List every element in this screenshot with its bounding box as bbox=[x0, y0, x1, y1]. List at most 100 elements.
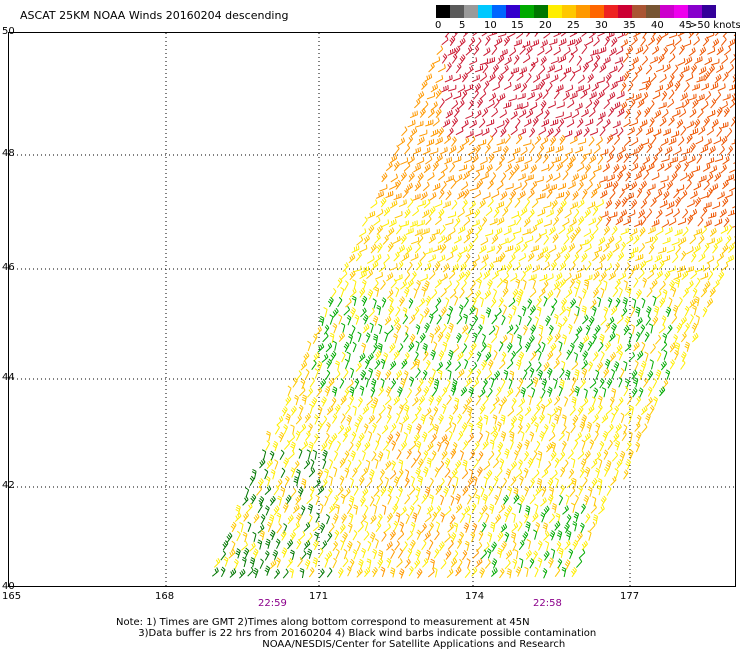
wind-barb bbox=[422, 147, 431, 155]
wind-barb bbox=[553, 89, 560, 100]
wind-barb bbox=[398, 486, 403, 498]
wind-barb bbox=[463, 216, 471, 227]
wind-barb bbox=[518, 109, 527, 118]
wind-barb bbox=[462, 137, 470, 147]
wind-barb bbox=[616, 458, 623, 469]
wind-barb bbox=[704, 91, 712, 101]
wind-barb bbox=[687, 171, 694, 182]
wind-barb bbox=[513, 54, 520, 65]
wind-barb bbox=[407, 548, 413, 559]
wind-barb bbox=[453, 155, 462, 163]
wind-barb bbox=[593, 430, 599, 442]
wind-barb bbox=[280, 486, 286, 498]
wind-barb bbox=[481, 504, 488, 515]
wind-barb bbox=[510, 531, 517, 542]
wind-barb bbox=[463, 297, 469, 308]
wind-barb bbox=[550, 342, 557, 353]
wind-barb bbox=[412, 396, 419, 407]
wind-barb bbox=[665, 146, 673, 155]
wind-barb bbox=[289, 567, 294, 579]
wind-barb bbox=[477, 512, 483, 523]
wind-barb bbox=[565, 369, 571, 381]
wind-barb bbox=[587, 530, 592, 541]
wind-barb bbox=[445, 422, 452, 433]
wind-barb bbox=[669, 359, 675, 370]
wind-barb bbox=[307, 387, 314, 398]
wind-barb bbox=[320, 378, 327, 389]
wind-barb bbox=[338, 314, 343, 325]
wind-barb bbox=[416, 529, 422, 540]
wind-barb bbox=[390, 548, 395, 559]
wind-barb bbox=[431, 511, 438, 522]
wind-barb bbox=[507, 154, 516, 164]
wind-barb bbox=[348, 441, 354, 452]
wind-barb bbox=[532, 74, 541, 83]
wind-barb bbox=[383, 253, 390, 264]
wind-barb bbox=[343, 341, 350, 353]
wind-barb bbox=[458, 164, 468, 172]
wind-barb bbox=[325, 513, 330, 525]
wind-barb bbox=[608, 91, 616, 101]
wind-barb bbox=[712, 201, 721, 210]
wind-barb bbox=[450, 557, 458, 568]
wind-barb bbox=[600, 189, 608, 199]
wind-barb bbox=[700, 192, 709, 200]
wind-barb bbox=[317, 485, 325, 496]
wind-barb bbox=[689, 142, 696, 153]
wind-barb bbox=[222, 540, 229, 551]
wind-barb bbox=[636, 350, 644, 361]
wind-barb bbox=[676, 265, 686, 273]
wind-barb bbox=[704, 56, 713, 66]
wind-barb bbox=[402, 313, 409, 325]
wind-barb bbox=[413, 306, 420, 317]
wind-barb bbox=[500, 378, 506, 389]
wind-barb bbox=[328, 475, 333, 486]
wind-barb bbox=[638, 387, 644, 398]
wind-barb bbox=[274, 424, 280, 435]
wind-barb bbox=[401, 126, 408, 137]
wind-barb bbox=[679, 172, 688, 181]
colorbar-swatch bbox=[590, 5, 604, 18]
wind-barb bbox=[635, 431, 642, 442]
wind-barb bbox=[472, 522, 478, 534]
wind-barb bbox=[692, 287, 698, 299]
wind-barb bbox=[681, 65, 690, 74]
wind-barb bbox=[668, 89, 675, 100]
wind-barb bbox=[465, 130, 474, 138]
wind-barb bbox=[465, 83, 474, 92]
wind-barb bbox=[463, 313, 468, 324]
wind-barb bbox=[540, 100, 547, 111]
wind-barb bbox=[720, 100, 728, 110]
wind-barb bbox=[630, 181, 638, 191]
wind-barb bbox=[640, 36, 646, 47]
wind-barb bbox=[415, 386, 422, 397]
wind-barb bbox=[434, 278, 442, 289]
wind-barb bbox=[428, 539, 434, 550]
wind-barb bbox=[463, 234, 471, 244]
wind-barb bbox=[577, 449, 585, 460]
wind-barb bbox=[571, 109, 580, 119]
wind-barb bbox=[426, 138, 435, 147]
wind-barb bbox=[531, 198, 539, 209]
wind-barb bbox=[518, 459, 523, 470]
wind-barb bbox=[607, 423, 614, 434]
wind-barb bbox=[681, 270, 689, 280]
wind-barb bbox=[389, 469, 397, 480]
wind-barb bbox=[568, 242, 576, 253]
wind-barb bbox=[589, 91, 597, 100]
wind-barb bbox=[531, 278, 536, 289]
wind-barb bbox=[629, 118, 639, 127]
wind-barb bbox=[611, 451, 619, 462]
wind-barb bbox=[562, 459, 569, 470]
wind-barb bbox=[695, 136, 704, 145]
wind-barb bbox=[515, 566, 522, 577]
wind-barb bbox=[583, 494, 590, 506]
wind-barb bbox=[555, 84, 564, 93]
wind-barb bbox=[357, 331, 362, 343]
wind-barb bbox=[609, 65, 618, 74]
wind-barb bbox=[640, 180, 647, 191]
wind-barb bbox=[697, 216, 704, 227]
wind-barb bbox=[520, 101, 529, 110]
wind-barb bbox=[483, 460, 491, 471]
wind-barb bbox=[441, 449, 448, 460]
